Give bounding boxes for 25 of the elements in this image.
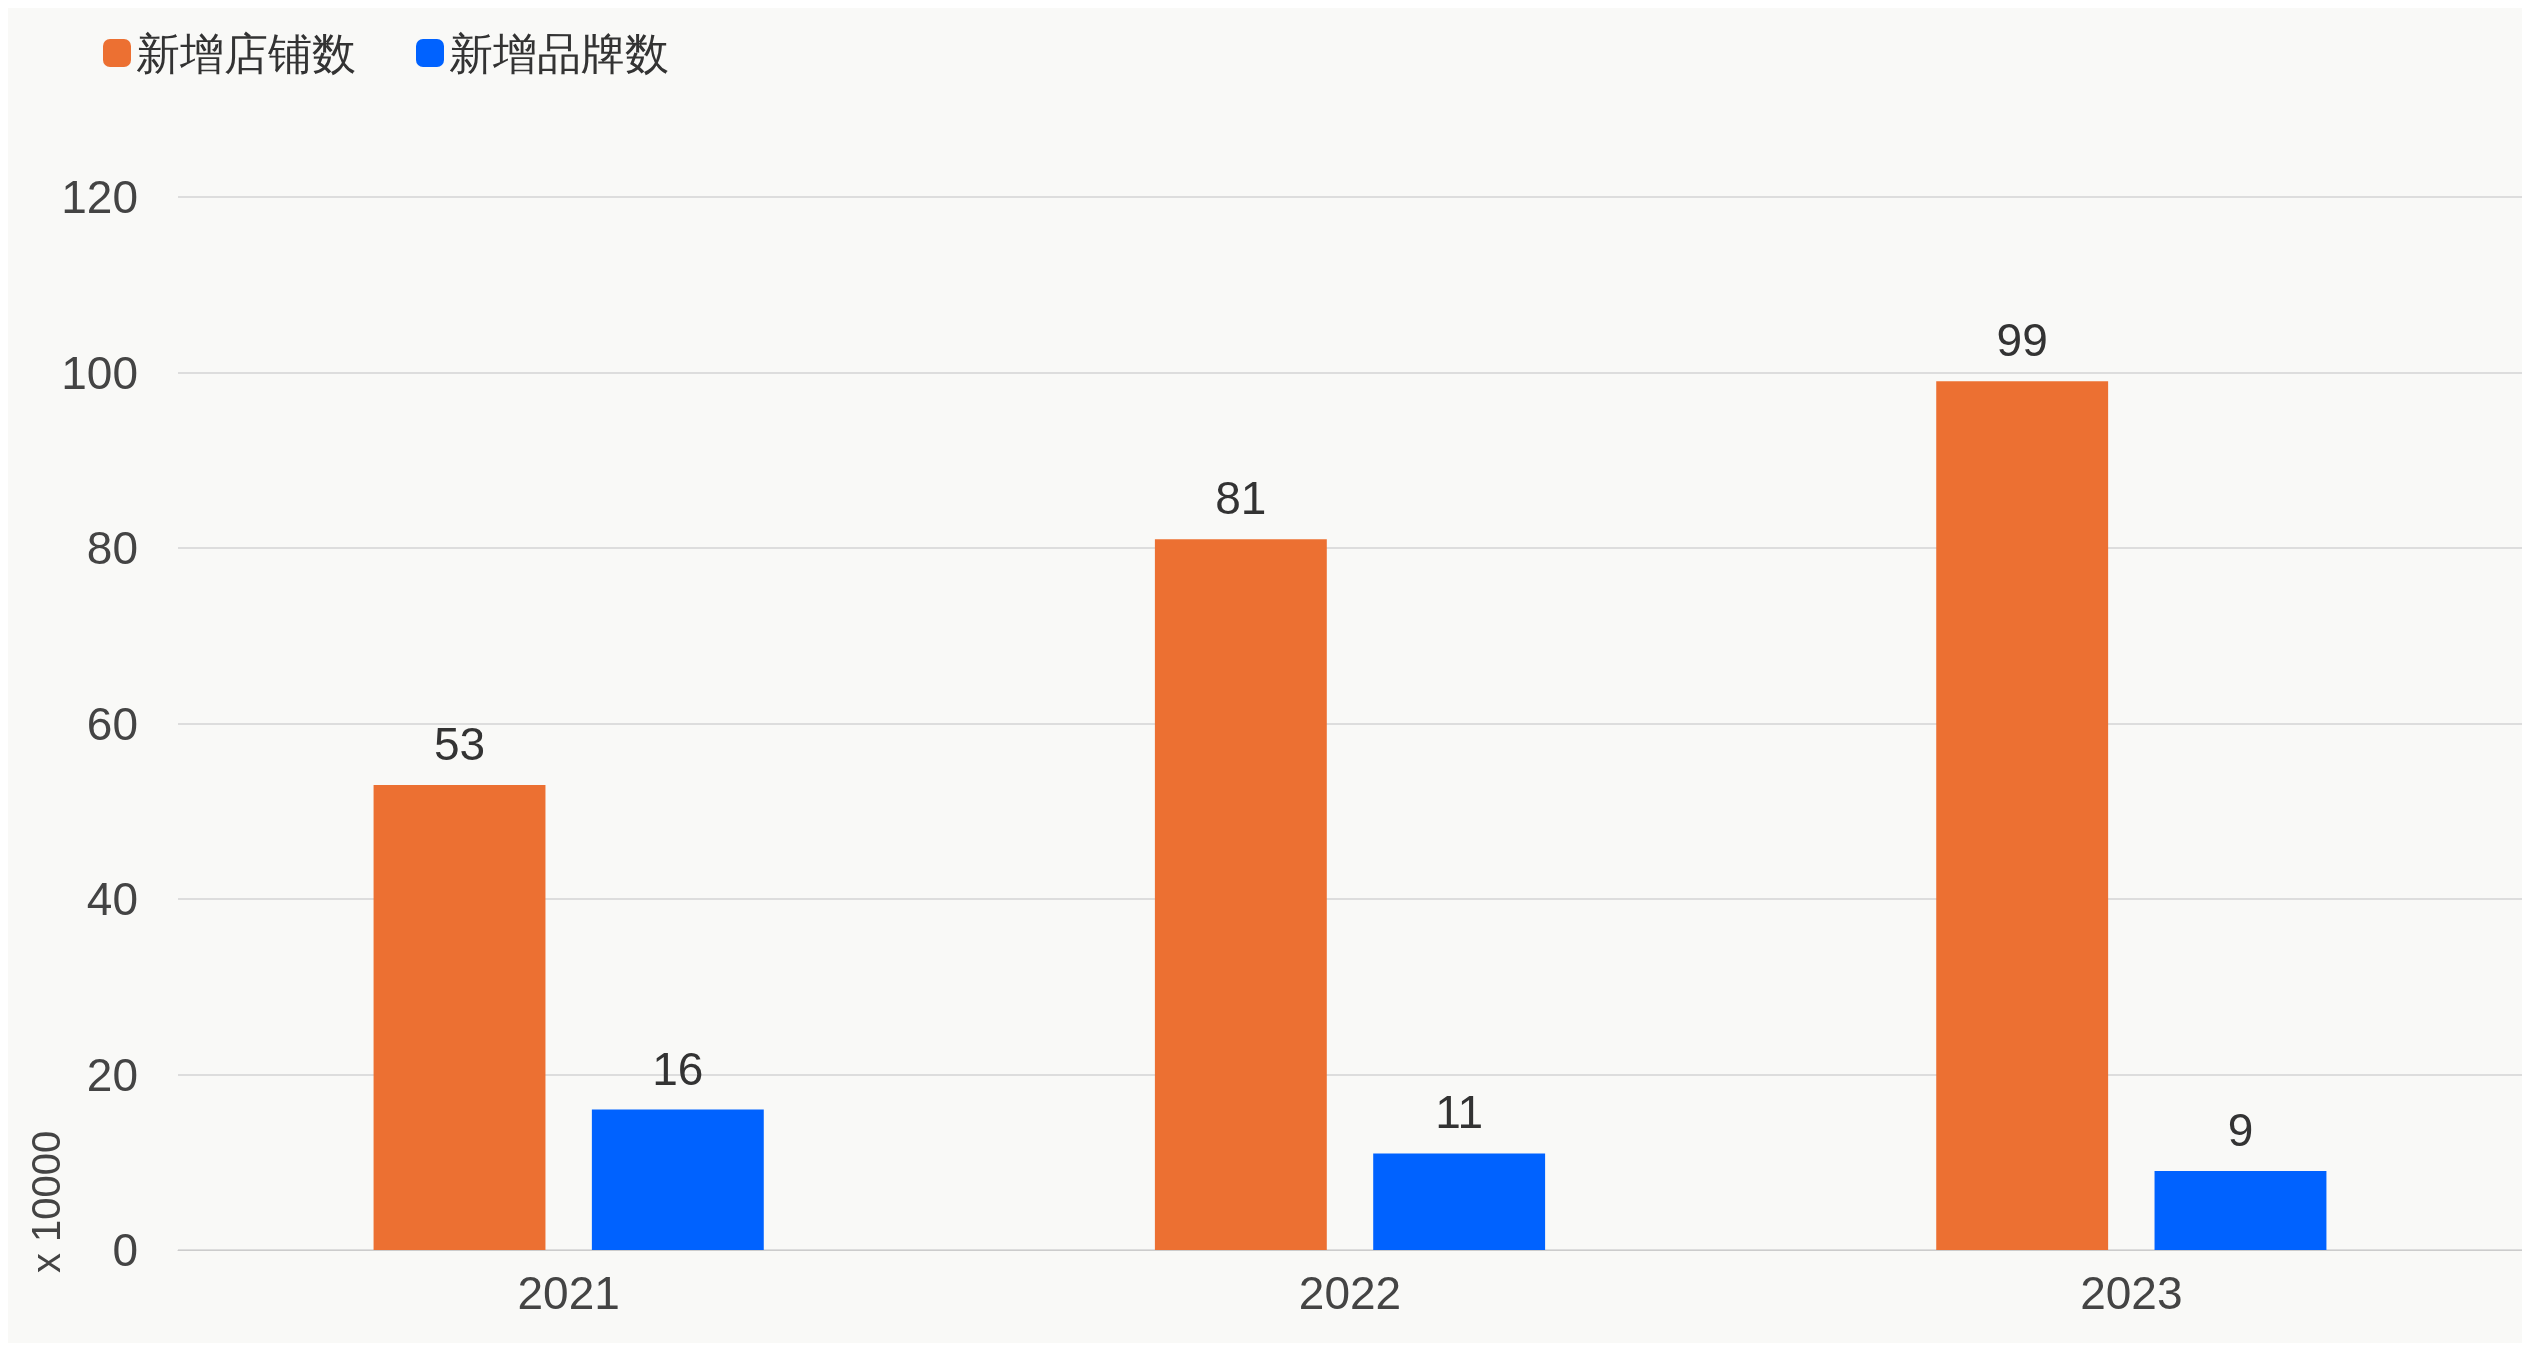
data-label: 11 bbox=[1435, 1086, 1484, 1139]
x-tick-label: 2022 bbox=[1298, 1267, 1402, 1319]
data-label: 16 bbox=[652, 1042, 704, 1095]
bar bbox=[373, 784, 546, 1250]
y-tick-label: 20 bbox=[86, 1048, 138, 1101]
data-label: 9 bbox=[2227, 1104, 2254, 1157]
y-axis-title: x 10000 bbox=[24, 1130, 68, 1273]
bar bbox=[1154, 539, 1327, 1250]
data-label: 53 bbox=[433, 717, 486, 770]
y-tick-label: 0 bbox=[112, 1224, 138, 1276]
y-tick-label: 60 bbox=[86, 697, 138, 750]
data-label: 81 bbox=[1215, 472, 1267, 525]
y-tick-label: 100 bbox=[61, 346, 138, 399]
data-label: 99 bbox=[1996, 314, 2048, 367]
y-tick-label: 120 bbox=[61, 171, 138, 223]
y-tick-label: 80 bbox=[86, 522, 138, 574]
bar bbox=[1936, 381, 2109, 1250]
y-tick-label: 40 bbox=[86, 873, 138, 925]
bar bbox=[1373, 1153, 1546, 1250]
x-tick-label: 2023 bbox=[2080, 1267, 2183, 1319]
x-tick-label: 2021 bbox=[517, 1267, 620, 1319]
legend-label: 新增店铺数 bbox=[136, 28, 356, 78]
bar bbox=[591, 1109, 764, 1250]
bar bbox=[2154, 1171, 2327, 1250]
legend-label: 新增品牌数 bbox=[449, 28, 669, 78]
